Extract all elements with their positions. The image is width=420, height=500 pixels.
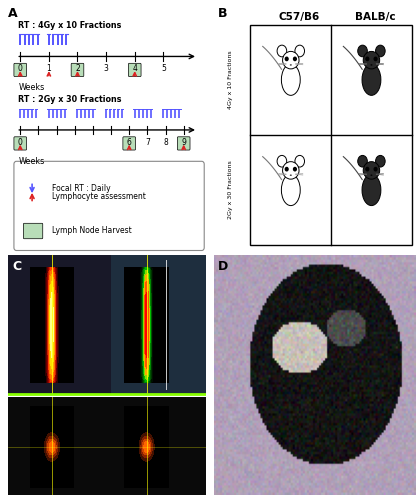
Text: RT : 4Gy x 10 Fractions: RT : 4Gy x 10 Fractions <box>18 22 122 30</box>
Text: RT : 2Gy x 30 Fractions: RT : 2Gy x 30 Fractions <box>18 95 122 104</box>
Ellipse shape <box>363 162 380 179</box>
Text: Weeks: Weeks <box>18 157 45 166</box>
Circle shape <box>375 45 385 57</box>
Text: 5: 5 <box>161 64 166 73</box>
Text: Lymph Node Harvest: Lymph Node Harvest <box>52 226 131 235</box>
Circle shape <box>366 168 369 171</box>
FancyBboxPatch shape <box>24 224 43 238</box>
Text: 6: 6 <box>127 138 131 146</box>
Text: 7: 7 <box>145 138 150 146</box>
Bar <box>8 255 111 394</box>
Circle shape <box>295 156 304 167</box>
Text: 8: 8 <box>163 138 168 146</box>
Text: C57/B6: C57/B6 <box>278 12 320 22</box>
FancyBboxPatch shape <box>14 64 26 76</box>
Ellipse shape <box>363 52 380 69</box>
Ellipse shape <box>370 174 373 176</box>
Text: 0: 0 <box>18 64 23 73</box>
Text: C: C <box>12 260 21 273</box>
Ellipse shape <box>281 174 300 206</box>
Text: 2Gy x 30 Fractions: 2Gy x 30 Fractions <box>228 160 233 220</box>
Ellipse shape <box>362 174 381 206</box>
Bar <box>8 396 111 495</box>
Text: 4: 4 <box>132 64 137 73</box>
Text: 9: 9 <box>181 138 186 146</box>
Text: Focal RT : Daily: Focal RT : Daily <box>52 184 110 193</box>
Circle shape <box>375 156 385 167</box>
Text: 1: 1 <box>47 64 51 73</box>
Circle shape <box>277 45 287 57</box>
Ellipse shape <box>283 162 299 179</box>
Circle shape <box>285 57 288 60</box>
FancyBboxPatch shape <box>177 137 190 150</box>
Ellipse shape <box>370 64 373 66</box>
Circle shape <box>366 57 369 60</box>
Circle shape <box>294 168 296 171</box>
Text: A: A <box>8 8 18 20</box>
Text: 4Gy x 10 Fractions: 4Gy x 10 Fractions <box>228 50 233 109</box>
Ellipse shape <box>290 64 292 66</box>
Text: 3: 3 <box>104 64 108 73</box>
Text: BALB/c: BALB/c <box>355 12 396 22</box>
FancyBboxPatch shape <box>129 64 141 76</box>
Text: D: D <box>218 260 228 273</box>
Text: B: B <box>218 8 228 20</box>
Ellipse shape <box>362 64 381 96</box>
Circle shape <box>374 57 377 60</box>
Circle shape <box>358 45 368 57</box>
FancyBboxPatch shape <box>14 137 26 150</box>
Bar <box>111 396 206 495</box>
Ellipse shape <box>290 174 292 176</box>
Text: Lymphocyte assessment: Lymphocyte assessment <box>52 192 146 201</box>
FancyBboxPatch shape <box>14 162 204 250</box>
Bar <box>250 24 412 245</box>
FancyBboxPatch shape <box>71 64 84 76</box>
Circle shape <box>295 45 304 57</box>
Circle shape <box>294 57 296 60</box>
Ellipse shape <box>283 52 299 69</box>
Text: 2: 2 <box>75 64 80 73</box>
Ellipse shape <box>281 64 300 96</box>
Circle shape <box>277 156 287 167</box>
Circle shape <box>374 168 377 171</box>
Circle shape <box>285 168 288 171</box>
FancyBboxPatch shape <box>123 137 136 150</box>
Circle shape <box>358 156 368 167</box>
Bar <box>111 255 206 394</box>
Text: Weeks: Weeks <box>18 82 45 92</box>
Text: 0: 0 <box>18 138 23 146</box>
